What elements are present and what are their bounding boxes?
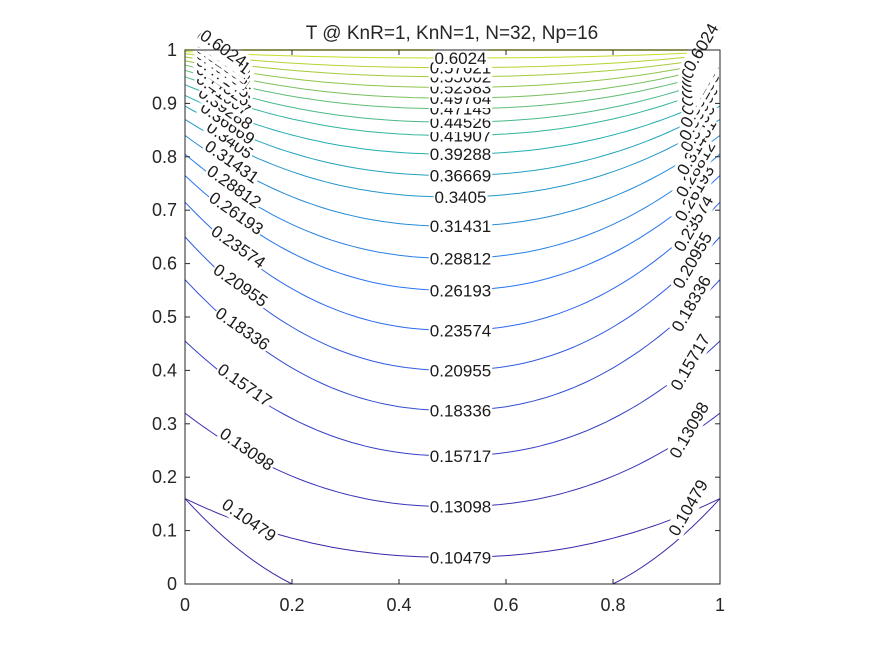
x-tick-label: 0.8 [600, 595, 625, 615]
x-axis: 0 0.2 0.4 0.6 0.8 1 [180, 50, 725, 615]
contour-label-bg [665, 398, 714, 463]
contour-corner-right [612, 498, 721, 585]
contour-label-bg [202, 160, 266, 213]
contour-label-left-1: 0.13098 [216, 424, 277, 475]
contour-label-center-9: 0.3405 [435, 188, 487, 207]
contour-label-bg [428, 145, 493, 165]
contour-label-bg [433, 49, 488, 69]
y-tick-label: 0.4 [152, 360, 177, 380]
contour-label-bg [428, 401, 493, 421]
contour-corner-left [184, 498, 293, 585]
contour-label-bg [215, 423, 279, 476]
x-tick-label: 0.6 [493, 595, 518, 615]
contour-label-center-10: 0.36669 [430, 166, 491, 185]
y-tick-label: 0.6 [152, 254, 177, 274]
contour-label-bg [213, 359, 277, 412]
chart-title: T @ KnR=1, KnN=1, N=32, Np=16 [306, 23, 599, 44]
contour-label-bg [428, 217, 493, 237]
contour-label-center-4: 0.20955 [430, 361, 491, 380]
contour-label-bg [202, 116, 258, 164]
contour-label-bg [428, 281, 493, 301]
y-tick-label: 0.3 [152, 414, 177, 434]
contour-label-bg [211, 302, 274, 355]
contour-label-center-19: 0.6024 [435, 49, 487, 68]
contour-label-bg [204, 187, 268, 240]
contour-label-center-5: 0.23574 [430, 321, 491, 340]
contour-label-left-2: 0.15717 [214, 360, 275, 411]
y-tick-label: 0.7 [152, 200, 177, 220]
contour-label-bg [200, 136, 264, 188]
contour-label-center-11: 0.39288 [430, 145, 491, 164]
y-axis: 0 0.1 0.2 0.3 0.4 0.5 0.6 0.7 0.8 0.9 1 [152, 40, 720, 594]
contour-label-bg [664, 475, 713, 541]
y-tick-label: 1 [167, 40, 177, 60]
contour-label-bg [208, 259, 272, 312]
contour-labels: 0.10479 0.10479 0.10479 0.13098 0.13098 0.130… [191, 18, 726, 568]
contour-label-bg [195, 25, 251, 72]
contour-label-center-6: 0.26193 [430, 281, 491, 300]
contour-label-bg [667, 271, 716, 336]
contour-label-center-7: 0.28812 [430, 249, 491, 268]
contour-label-bg [428, 361, 493, 381]
contour-label-left-3: 0.18336 [212, 304, 273, 355]
contour-label-bg [671, 136, 720, 202]
contour-label-center-1: 0.13098 [430, 498, 491, 517]
x-tick-label: 0.4 [386, 595, 411, 615]
y-tick-label: 0 [167, 574, 177, 594]
y-tick-label: 0.5 [152, 307, 177, 327]
contour-label-center-3: 0.18336 [430, 401, 491, 420]
contour-label-bg [433, 187, 488, 207]
contour-label-center-0: 0.10479 [430, 548, 491, 567]
contour-label-bg [217, 494, 281, 547]
y-tick-label: 0.1 [152, 521, 177, 541]
contour-label-left-0: 0.10479 [218, 495, 279, 546]
x-tick-label: 0 [180, 595, 190, 615]
contour-label-bg [428, 321, 493, 341]
y-tick-label: 0.2 [152, 467, 177, 487]
y-tick-label: 0.8 [152, 147, 177, 167]
contour-label-bg [428, 249, 493, 269]
x-tick-label: 0.2 [279, 595, 304, 615]
contour-label-bg [669, 191, 718, 256]
y-tick-label: 0.9 [152, 93, 177, 113]
contour-label-center-8: 0.31431 [430, 217, 491, 236]
x-tick-label: 1 [715, 595, 725, 615]
contour-label-bg [428, 166, 493, 186]
contour-label-bg [428, 446, 493, 466]
contour-label-bg [679, 19, 723, 76]
contour-label-center-2: 0.15717 [430, 447, 491, 466]
contour-label-bg [428, 548, 493, 568]
contour-label-bg [428, 497, 493, 517]
contour-label-bg [668, 228, 717, 293]
contour-label-bg [666, 330, 715, 395]
contour-label-right-2: 0.15717 [667, 331, 714, 394]
contour-label-right-1: 0.13098 [666, 399, 713, 462]
contour-label-bg [670, 161, 719, 226]
contour-label-bg [206, 220, 270, 273]
contour-label-right-0: 0.10479 [665, 477, 712, 540]
